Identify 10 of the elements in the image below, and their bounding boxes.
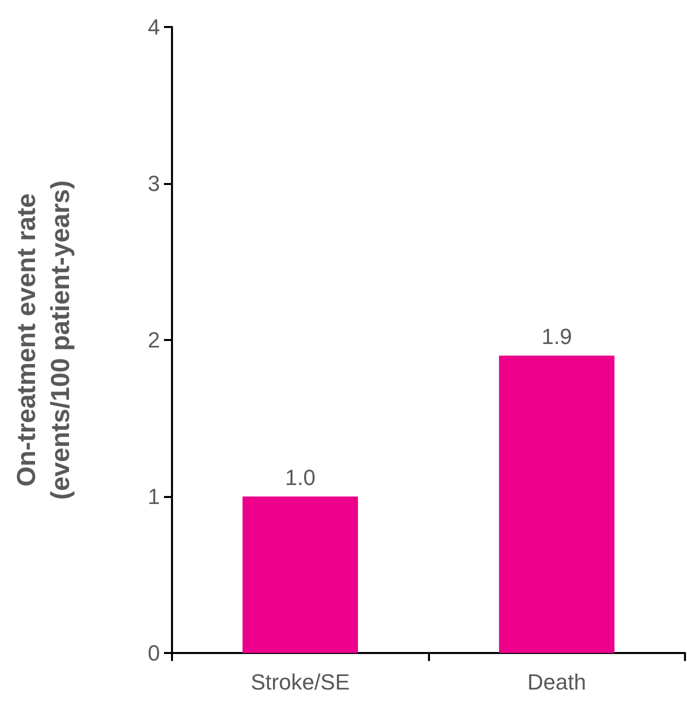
- y-tick-label: 0: [148, 640, 160, 666]
- y-tick-label: 3: [148, 171, 160, 196]
- data-label: 1.9: [541, 324, 572, 350]
- y-tick-label: 1: [148, 484, 160, 509]
- y-axis-title: On-treatment event rate (events/100 patient-years): [11, 180, 75, 500]
- y-tick-label: 2: [148, 328, 160, 352]
- x-tick-label: Stroke/SE: [250, 670, 350, 694]
- x-tick-label: Death: [527, 670, 586, 694]
- y-tick-label: 4: [148, 14, 160, 40]
- data-label: 1.0: [284, 465, 316, 490]
